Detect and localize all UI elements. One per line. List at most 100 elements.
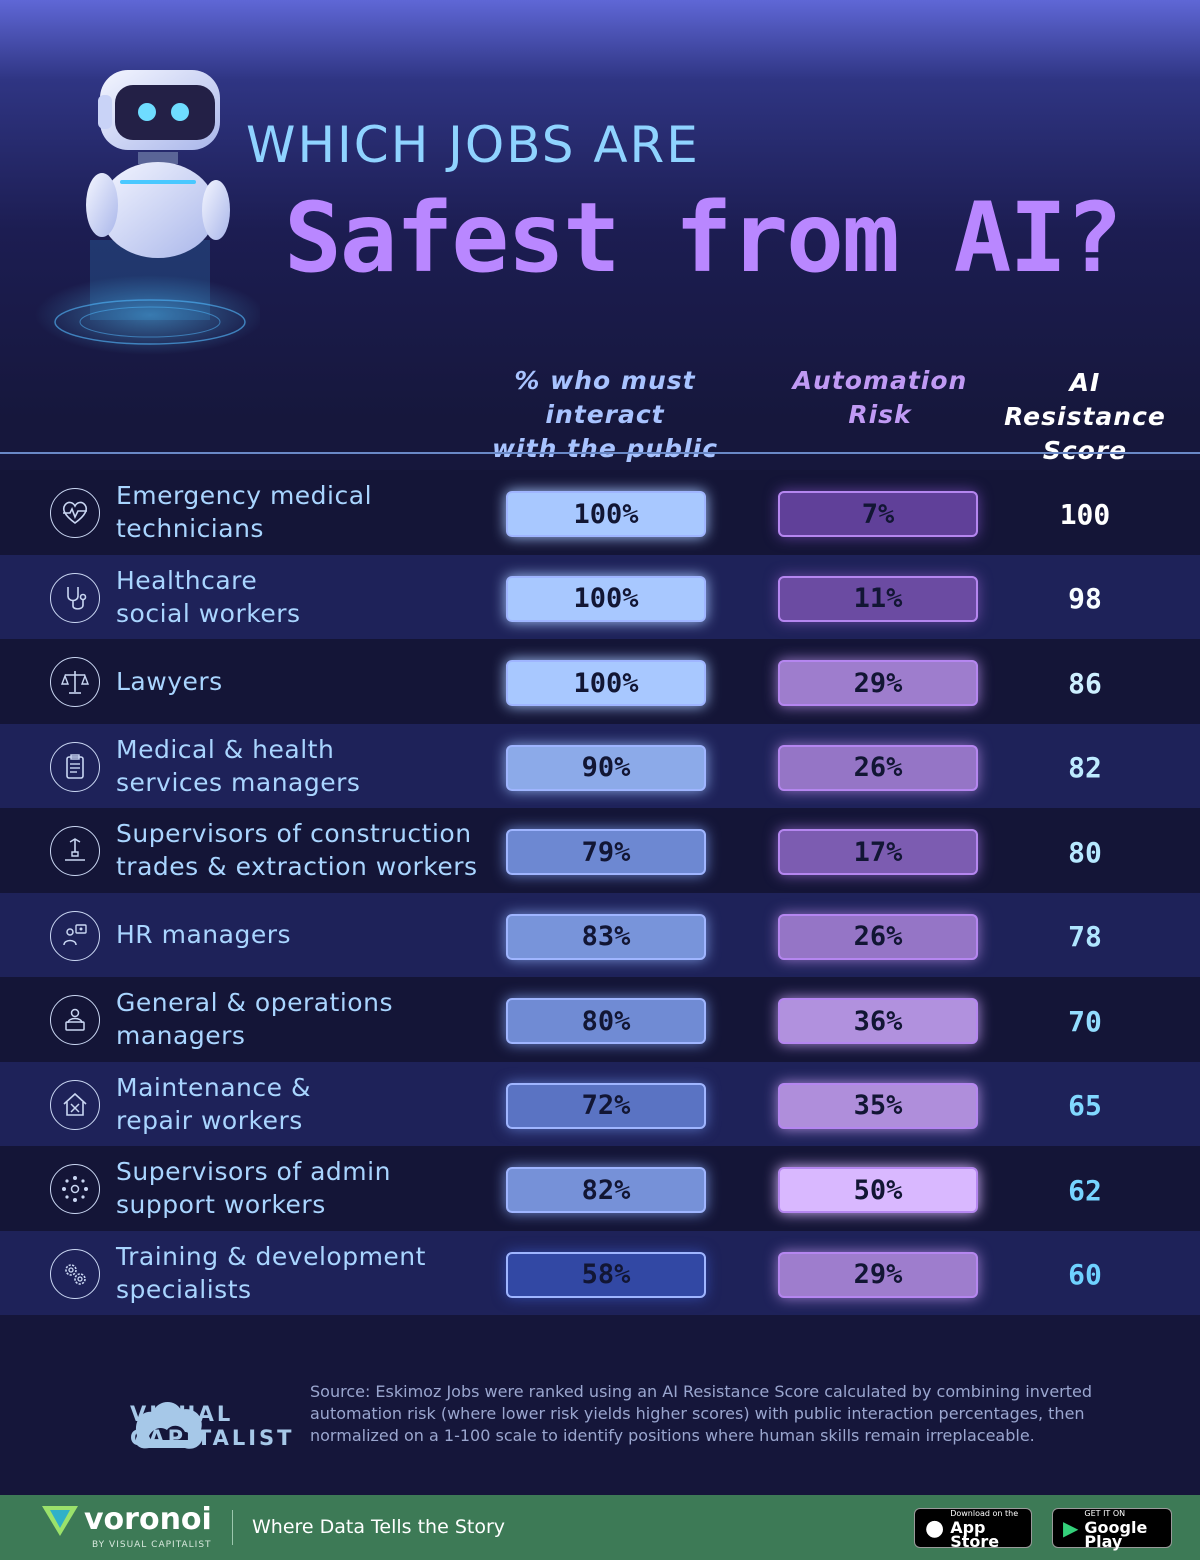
public-interaction-value: 100% — [506, 660, 706, 706]
ai-resistance-score: 100 — [1059, 497, 1111, 531]
table-row: Maintenance & repair workers 72% 35% 65 — [0, 1061, 1200, 1146]
job-title-line: technicians — [116, 514, 264, 543]
house-tools-icon — [50, 1079, 100, 1130]
job-title-line: Training & development — [116, 1241, 426, 1271]
brand-line2: CAPITALIST — [130, 1426, 295, 1450]
public-interaction-value: 100% — [506, 575, 706, 622]
table-row: Lawyers 100% 29% 86 — [0, 639, 1200, 724]
app-store-small: Download on the — [950, 1509, 1019, 1518]
public-interaction-value: 82% — [506, 1167, 706, 1213]
job-title: Training & development specialists — [116, 1239, 486, 1307]
automation-risk-value: 35% — [778, 1082, 978, 1129]
ai-resistance-score: 70 — [1068, 1004, 1102, 1038]
footer-separator — [232, 1510, 233, 1545]
job-title-line: repair workers — [116, 1105, 303, 1135]
automation-risk-value: 26% — [778, 913, 978, 960]
public-interaction-value: 83% — [506, 913, 706, 960]
network-icon — [50, 1164, 100, 1214]
tagline: Where Data Tells the Story — [252, 1516, 506, 1538]
job-title: Supervisors of construction trades & extr… — [116, 816, 486, 884]
job-title-line: specialists — [116, 1274, 252, 1304]
source-note: Source: Eskimoz Jobs were ranked using a… — [310, 1382, 1093, 1445]
ai-resistance-score: 78 — [1068, 920, 1102, 953]
job-title-line: trades & extraction workers — [116, 852, 478, 881]
job-title: Lawyers — [116, 647, 486, 715]
table-body: Emergency medical technicians 100% 7% 100 Hea… — [0, 470, 1200, 1315]
table-row: Healthcare social workers 100% 11% 98 — [0, 554, 1200, 639]
robot-illustration — [35, 70, 260, 355]
people-icon — [50, 910, 100, 961]
job-title: HR managers — [116, 901, 486, 969]
heartbeat-icon — [50, 488, 100, 538]
job-title: Medical & health services managers — [116, 732, 486, 800]
brand-line1: VISUAL — [130, 1402, 234, 1426]
visual-capitalist-name: VISUAL CAPITALIST — [130, 1402, 294, 1450]
table-row: Supervisors of admin support workers 82% 50… — [0, 1146, 1200, 1231]
table-row: Supervisors of construction trades & extr… — [0, 808, 1200, 893]
job-title-line: support workers — [116, 1190, 326, 1219]
table-row: Medical & health services managers 90% 26% 8… — [0, 723, 1200, 808]
scales-icon — [50, 657, 100, 707]
automation-risk-value: 11% — [778, 575, 978, 622]
public-interaction-value: 72% — [506, 1082, 706, 1129]
header-risk: Automation Risk — [790, 364, 970, 432]
table-row: Training & development specialists 58% 29% 6… — [0, 1230, 1200, 1315]
automation-risk-value: 26% — [778, 744, 978, 791]
header-public-line2: with the public — [491, 434, 719, 463]
job-title-line: Lawyers — [116, 666, 223, 696]
table-row: Emergency medical technicians 100% 7% 100 — [0, 470, 1200, 555]
app-store-button[interactable]: ● Download on the App Store — [914, 1508, 1032, 1551]
header-risk-line1: Automation — [792, 366, 968, 395]
header-score-line1: AI Resistance — [1004, 368, 1166, 431]
ai-resistance-score: 62 — [1068, 1173, 1102, 1207]
voronoi-wordmark: voronoi — [84, 1502, 212, 1537]
job-title-line: managers — [116, 1021, 246, 1050]
apple-icon: ● — [925, 1515, 945, 1541]
automation-risk-value: 29% — [778, 1251, 978, 1298]
voronoi-subtitle: BY VISUAL CAPITALIST — [92, 1540, 212, 1550]
automation-risk-value: 36% — [778, 998, 978, 1044]
clipboard-icon — [50, 741, 100, 792]
stethoscope-icon — [50, 572, 100, 623]
job-title: Emergency medical technicians — [116, 478, 486, 546]
job-title-line: Emergency medical — [116, 481, 373, 510]
header-public-line1: % who must interact — [514, 366, 696, 429]
job-title-line: social workers — [116, 598, 301, 628]
ai-resistance-score: 86 — [1068, 666, 1102, 700]
job-title-line: services managers — [116, 767, 361, 797]
header-score: AI Resistance Score — [985, 366, 1185, 468]
job-title-line: Supervisors of construction — [116, 819, 472, 848]
job-title: Maintenance & repair workers — [116, 1070, 486, 1138]
header-score-line2: Score — [1042, 436, 1128, 465]
automation-risk-value: 29% — [778, 660, 978, 706]
job-title-line: HR managers — [116, 920, 292, 949]
google-play-icon: ▶ — [1063, 1516, 1079, 1540]
public-interaction-value: 58% — [506, 1251, 706, 1298]
job-title-line: Maintenance & — [116, 1072, 311, 1102]
header-divider — [0, 452, 1200, 454]
laptop-person-icon — [50, 995, 100, 1045]
ai-resistance-score: 60 — [1068, 1258, 1102, 1291]
ai-resistance-score: 80 — [1068, 835, 1102, 869]
app-store-label: App Store — [950, 1518, 1000, 1551]
header-public: % who must interact with the public — [455, 364, 755, 466]
gears-icon — [50, 1248, 100, 1299]
visual-capitalist-logo-icon — [135, 1401, 203, 1449]
public-interaction-value: 90% — [506, 744, 706, 791]
automation-risk-value: 7% — [778, 491, 978, 537]
ai-resistance-score: 82 — [1068, 751, 1102, 784]
public-interaction-value: 79% — [506, 829, 706, 875]
public-interaction-value: 100% — [506, 491, 706, 537]
public-interaction-value: 80% — [506, 998, 706, 1044]
voronoi-logo-icon — [42, 1506, 78, 1536]
title-main: Safest from AI? — [284, 182, 1123, 294]
job-title: General & operations managers — [116, 985, 486, 1053]
table-row: HR managers 83% 26% 78 — [0, 892, 1200, 977]
google-play-button[interactable]: ▶ GET IT ON Google Play — [1052, 1508, 1172, 1551]
automation-risk-value: 17% — [778, 829, 978, 875]
automation-risk-value: 50% — [778, 1167, 978, 1213]
google-play-label: Google Play — [1084, 1518, 1148, 1551]
job-title: Supervisors of admin support workers — [116, 1154, 486, 1222]
job-title-line: Supervisors of admin — [116, 1157, 391, 1186]
google-play-small: GET IT ON — [1084, 1509, 1126, 1518]
